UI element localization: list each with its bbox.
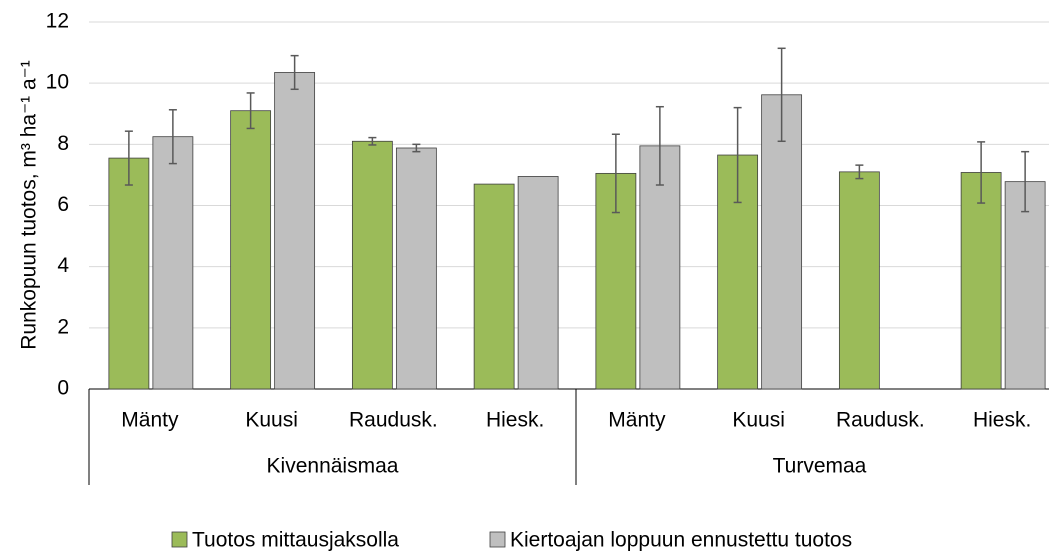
bar [395,147,437,390]
x-tick-label: Hiesk. [486,409,544,432]
bar [274,72,316,390]
x-tick-label: Mänty [121,409,179,432]
y-tick-label: 2 [57,315,69,338]
legend-label: Tuotos mittausjaksolla [192,529,399,552]
x-tick-label: Raudusk. [349,409,438,432]
error-bar [855,164,864,180]
group-label: Kivennäismaa [267,455,399,478]
error-bar [777,47,786,143]
error-bar [168,109,177,165]
error-bar [1021,150,1030,213]
x-tick-label: Kuusi [732,409,785,432]
y-axis-label: Runkopuun tuotos, m³ ha⁻¹ a⁻¹ [18,60,41,349]
bar [960,172,1002,390]
y-tick-label: 6 [57,193,69,216]
y-tick-label: 0 [57,377,69,400]
error-bar [246,92,255,130]
bar [230,110,272,390]
error-bar [655,105,664,186]
error-bar [611,133,620,214]
bar [351,140,393,390]
error-bar [124,130,133,186]
bar [639,145,681,390]
bar [152,136,194,390]
group-label: Turvemaa [773,455,867,478]
legend-label: Kiertoajan loppuun ennustettu tuotos [510,529,852,552]
legend-swatch [171,531,188,548]
error-bar [733,106,742,204]
error-bar [977,141,986,204]
bar [838,171,880,390]
error-bar [368,136,377,146]
x-tick-label: Kuusi [245,409,298,432]
y-tick-label: 8 [57,132,69,155]
x-tick-label: Hiesk. [973,409,1031,432]
x-tick-label: Mänty [608,409,666,432]
bar [517,176,559,390]
error-bar [290,54,299,91]
x-tick-label: Raudusk. [836,409,925,432]
bar [473,183,515,390]
bar [761,94,803,390]
y-tick-label: 4 [57,254,69,277]
error-bar [412,143,421,153]
bar [1004,181,1046,390]
y-tick-label: 12 [46,10,69,33]
y-tick-label: 10 [46,71,69,94]
legend-swatch [489,531,506,548]
bar [108,157,150,390]
